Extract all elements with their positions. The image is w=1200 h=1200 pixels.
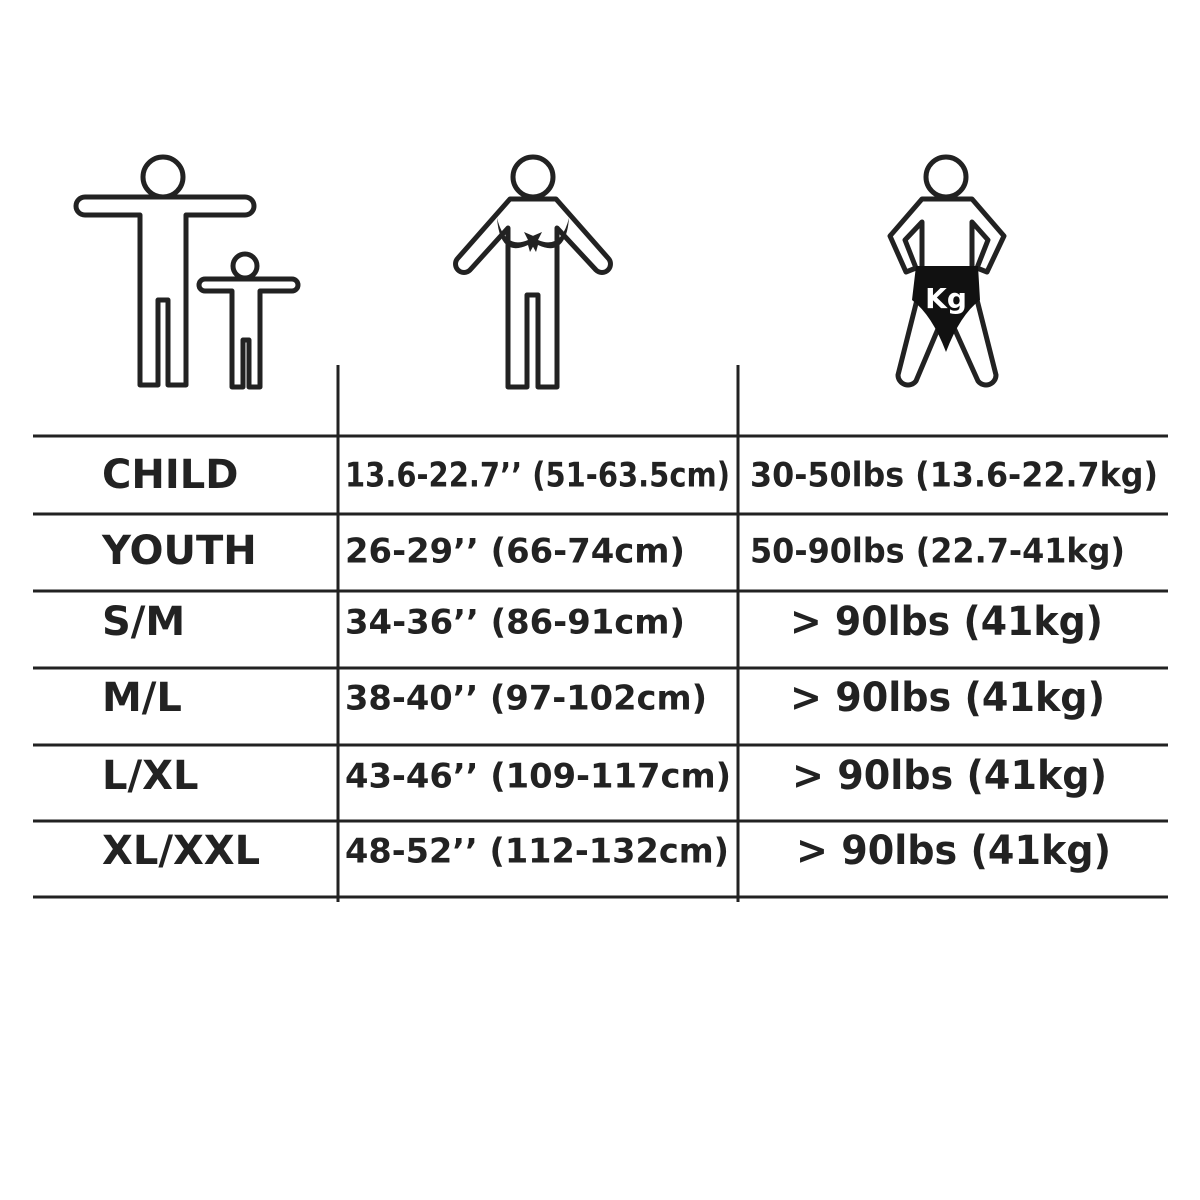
weight-range: > 90lbs (41kg) (790, 599, 1103, 645)
weight-range: > 90lbs (41kg) (790, 675, 1105, 721)
size-label: YOUTH (101, 528, 257, 574)
chest-range: 13.6-22.7’’ (51-63.5cm) (345, 456, 730, 496)
size-label: L/XL (102, 753, 198, 799)
chest-range: 26-29’’ (66-74cm) (345, 532, 685, 572)
weight-range: 50-90lbs (22.7-41kg) (750, 532, 1125, 572)
icon-chest (453, 154, 613, 390)
weight-range: > 90lbs (41kg) (796, 828, 1111, 874)
size-label: XL/XXL (102, 828, 260, 874)
chest-range: 43-46’’ (109-117cm) (345, 757, 731, 797)
chest-range: 38-40’’ (97-102cm) (345, 679, 707, 719)
size-label: S/M (102, 599, 185, 645)
chest-range: 48-52’’ (112-132cm) (345, 832, 729, 872)
size-label: CHILD (102, 452, 238, 498)
weight-range: > 90lbs (41kg) (792, 753, 1107, 799)
weight-range: 30-50lbs (13.6-22.7kg) (750, 456, 1158, 496)
icon-weight: Kg (887, 154, 1007, 388)
icon-height (73, 154, 301, 390)
chest-range: 34-36’’ (86-91cm) (345, 603, 685, 643)
size-label: M/L (102, 675, 182, 721)
weight-label: Kg (925, 282, 967, 315)
